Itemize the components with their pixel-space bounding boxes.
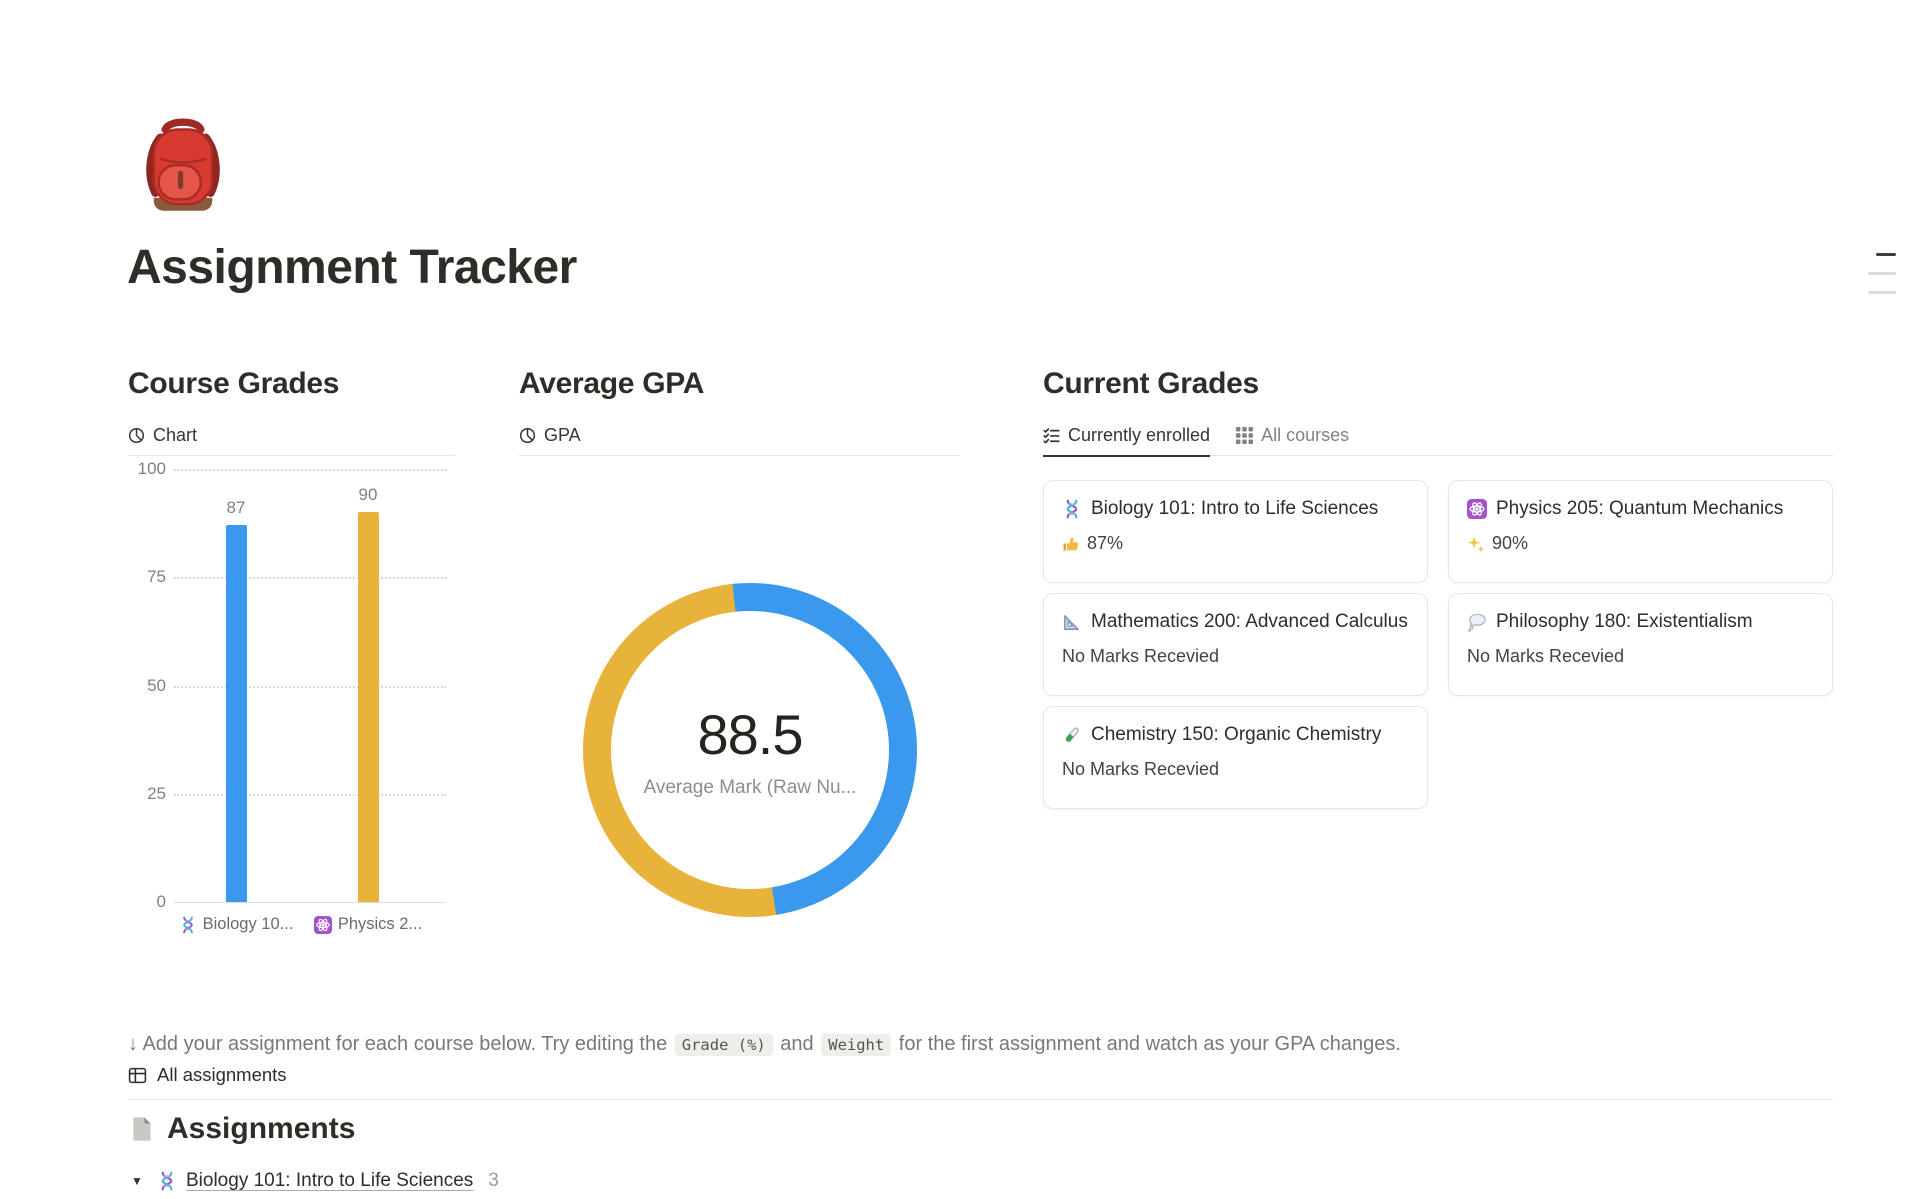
atom-icon [1467, 499, 1487, 519]
y-tick-label: 50 [147, 675, 166, 695]
donut-center-value: 88.5 [697, 702, 804, 766]
course-card-status: 90% [1467, 533, 1814, 554]
table-of-contents [1862, 253, 1896, 310]
donut-center: 88.5 Average Mark (Raw Nu... [583, 583, 917, 917]
course-card-title: Physics 205: Quantum Mechanics [1467, 498, 1814, 520]
pie-chart-icon [519, 427, 536, 444]
gridline [174, 685, 446, 688]
assignment-group-row: ▼ Biology 101: Intro to Life Sciences 3 [131, 1170, 499, 1192]
course-card[interactable]: Mathematics 200: Advanced Calculus No Ma… [1043, 593, 1428, 696]
group-page-link[interactable]: Biology 101: Intro to Life Sciences [186, 1170, 474, 1191]
toc-line[interactable] [1868, 291, 1896, 294]
toc-line[interactable] [1868, 272, 1896, 275]
course-card[interactable]: Physics 205: Quantum Mechanics 90% [1448, 480, 1833, 583]
course-grades-heading: Course Grades [128, 367, 340, 400]
course-card-title: Biology 101: Intro to Life Sciences [1062, 498, 1409, 520]
y-tick-label: 75 [147, 567, 166, 587]
average-gpa-section: Average GPA GPA 88.5 Average Mark (Raw N… [519, 365, 960, 917]
dna-icon [179, 916, 197, 934]
tab-chart-label: Chart [153, 425, 198, 445]
average-gpa-view-tabs: GPA [519, 423, 960, 456]
current-grades-view-tabs: Currently enrolled All courses [1043, 423, 1833, 457]
course-card-status: 87% [1062, 533, 1409, 554]
tab-all-assignments-label: All assignments [157, 1064, 287, 1085]
course-card-status: No Marks Recevied [1062, 759, 1220, 779]
gridline [174, 793, 446, 796]
current-grades-section: Current Grades Currently enrolled All co… [1043, 365, 1833, 809]
course-grades-section: Course Grades Chart 100 75 50 25 0 87 Biology… [128, 365, 455, 956]
donut-center-label: Average Mark (Raw Nu... [643, 776, 857, 798]
course-card[interactable]: Biology 101: Intro to Life Sciences 87% [1043, 480, 1428, 583]
table-icon [128, 1066, 147, 1085]
page-title: Assignment Tracker [127, 241, 577, 294]
y-tick-label: 0 [156, 892, 166, 911]
course-card-title: Philosophy 180: Existentialism [1467, 611, 1814, 633]
tab-chart[interactable]: Chart [128, 425, 197, 455]
bar-chart: 100 75 50 25 0 87 Biology 10... 90 Physics 2..… [128, 456, 455, 956]
toc-line[interactable] [1876, 253, 1896, 256]
backpack-emoji-icon[interactable] [131, 110, 235, 214]
dna-icon [1062, 499, 1082, 519]
divider [128, 1099, 1833, 1100]
pie-chart-icon [128, 427, 145, 444]
course-card[interactable]: Chemistry 150: Organic Chemistry No Mark… [1043, 706, 1428, 809]
thumbs-up-icon [1062, 535, 1080, 553]
course-card-status: No Marks Recevied [1062, 646, 1220, 666]
page-icon [128, 1115, 156, 1143]
checklist-icon [1043, 427, 1060, 444]
group-count: 3 [488, 1170, 499, 1191]
x-category-label: Physics 2... [288, 915, 448, 934]
thought-balloon-icon [1467, 612, 1487, 632]
bar-0[interactable] [225, 525, 247, 902]
atom-icon [314, 916, 332, 934]
donut-chart[interactable]: 88.5 Average Mark (Raw Nu... [583, 583, 917, 917]
bar-value-label: 87 [226, 498, 246, 518]
course-card-status: No Marks Recevied [1467, 646, 1625, 666]
y-tick-label: 25 [147, 783, 166, 803]
bar-value-label: 90 [358, 485, 378, 505]
tab-all-assignments[interactable]: All assignments [128, 1064, 287, 1086]
tab-gpa[interactable]: GPA [519, 425, 581, 455]
gridline [174, 902, 446, 903]
tab-currently-enrolled[interactable]: Currently enrolled [1043, 425, 1211, 457]
current-grades-heading: Current Grades [1043, 367, 1259, 400]
grid-icon [1236, 427, 1253, 444]
course-card[interactable]: Philosophy 180: Existentialism No Marks … [1448, 593, 1833, 696]
average-gpa-heading: Average GPA [519, 367, 705, 400]
tab-gpa-label: GPA [544, 425, 581, 445]
gridline [174, 577, 446, 580]
dna-icon [157, 1171, 177, 1191]
course-card-title: Mathematics 200: Advanced Calculus [1062, 611, 1409, 633]
tab-all-courses[interactable]: All courses [1236, 425, 1349, 455]
weight-chip: Weight [821, 1034, 892, 1056]
instruction-text: ↓ Add your assignment for each course be… [128, 1033, 1401, 1056]
grade-chip: Grade (%) [674, 1034, 773, 1056]
test-tube-icon [1062, 725, 1082, 745]
gridline [174, 469, 446, 471]
course-grades-view-tabs: Chart [128, 423, 455, 456]
bar-1[interactable] [357, 512, 379, 902]
triangle-ruler-icon [1062, 612, 1082, 632]
x-category-label: Biology 10... [156, 915, 316, 934]
course-card-title: Chemistry 150: Organic Chemistry [1062, 724, 1409, 746]
y-tick-label: 100 [137, 459, 166, 478]
assignments-heading: Assignments [128, 1112, 355, 1146]
course-cards-grid: Biology 101: Intro to Life Sciences 87% … [1043, 480, 1833, 809]
sparkles-icon [1467, 535, 1485, 553]
toggle-triangle-icon[interactable]: ▼ [131, 1174, 143, 1188]
